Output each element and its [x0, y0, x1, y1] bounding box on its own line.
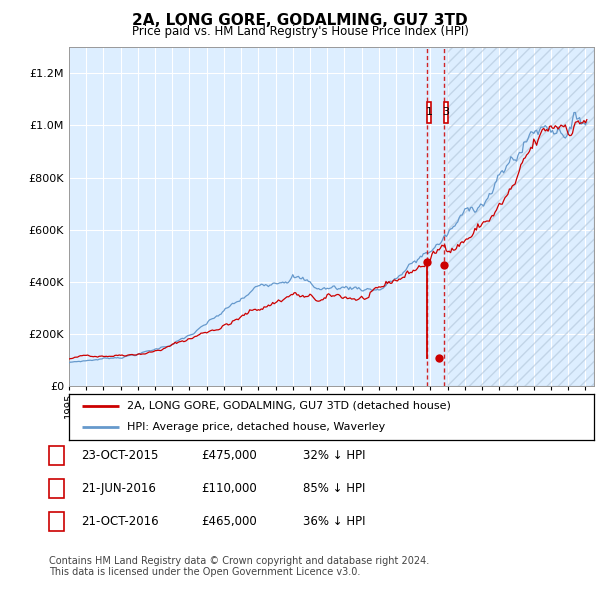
Text: 21-OCT-2016: 21-OCT-2016	[81, 515, 158, 528]
Text: £465,000: £465,000	[201, 515, 257, 528]
Text: 23-OCT-2015: 23-OCT-2015	[81, 449, 158, 462]
Text: 2: 2	[53, 482, 61, 495]
FancyBboxPatch shape	[427, 102, 431, 123]
Text: HPI: Average price, detached house, Waverley: HPI: Average price, detached house, Wave…	[127, 422, 385, 432]
Text: Contains HM Land Registry data © Crown copyright and database right 2024.: Contains HM Land Registry data © Crown c…	[49, 556, 430, 566]
Text: This data is licensed under the Open Government Licence v3.0.: This data is licensed under the Open Gov…	[49, 567, 361, 577]
Text: 2A, LONG GORE, GODALMING, GU7 3TD (detached house): 2A, LONG GORE, GODALMING, GU7 3TD (detac…	[127, 401, 451, 411]
Text: 32% ↓ HPI: 32% ↓ HPI	[303, 449, 365, 462]
Bar	[448, 47, 594, 386]
Text: £110,000: £110,000	[201, 482, 257, 495]
Text: 3: 3	[53, 515, 61, 528]
Text: 2A, LONG GORE, GODALMING, GU7 3TD: 2A, LONG GORE, GODALMING, GU7 3TD	[132, 13, 468, 28]
Text: £475,000: £475,000	[201, 449, 257, 462]
Bar	[448, 47, 594, 386]
Text: 85% ↓ HPI: 85% ↓ HPI	[303, 482, 365, 495]
Text: 3: 3	[443, 107, 449, 117]
Text: Price paid vs. HM Land Registry's House Price Index (HPI): Price paid vs. HM Land Registry's House …	[131, 25, 469, 38]
Text: 1: 1	[425, 107, 433, 117]
Text: 1: 1	[53, 449, 61, 462]
FancyBboxPatch shape	[444, 102, 448, 123]
Text: 21-JUN-2016: 21-JUN-2016	[81, 482, 156, 495]
Text: 36% ↓ HPI: 36% ↓ HPI	[303, 515, 365, 528]
